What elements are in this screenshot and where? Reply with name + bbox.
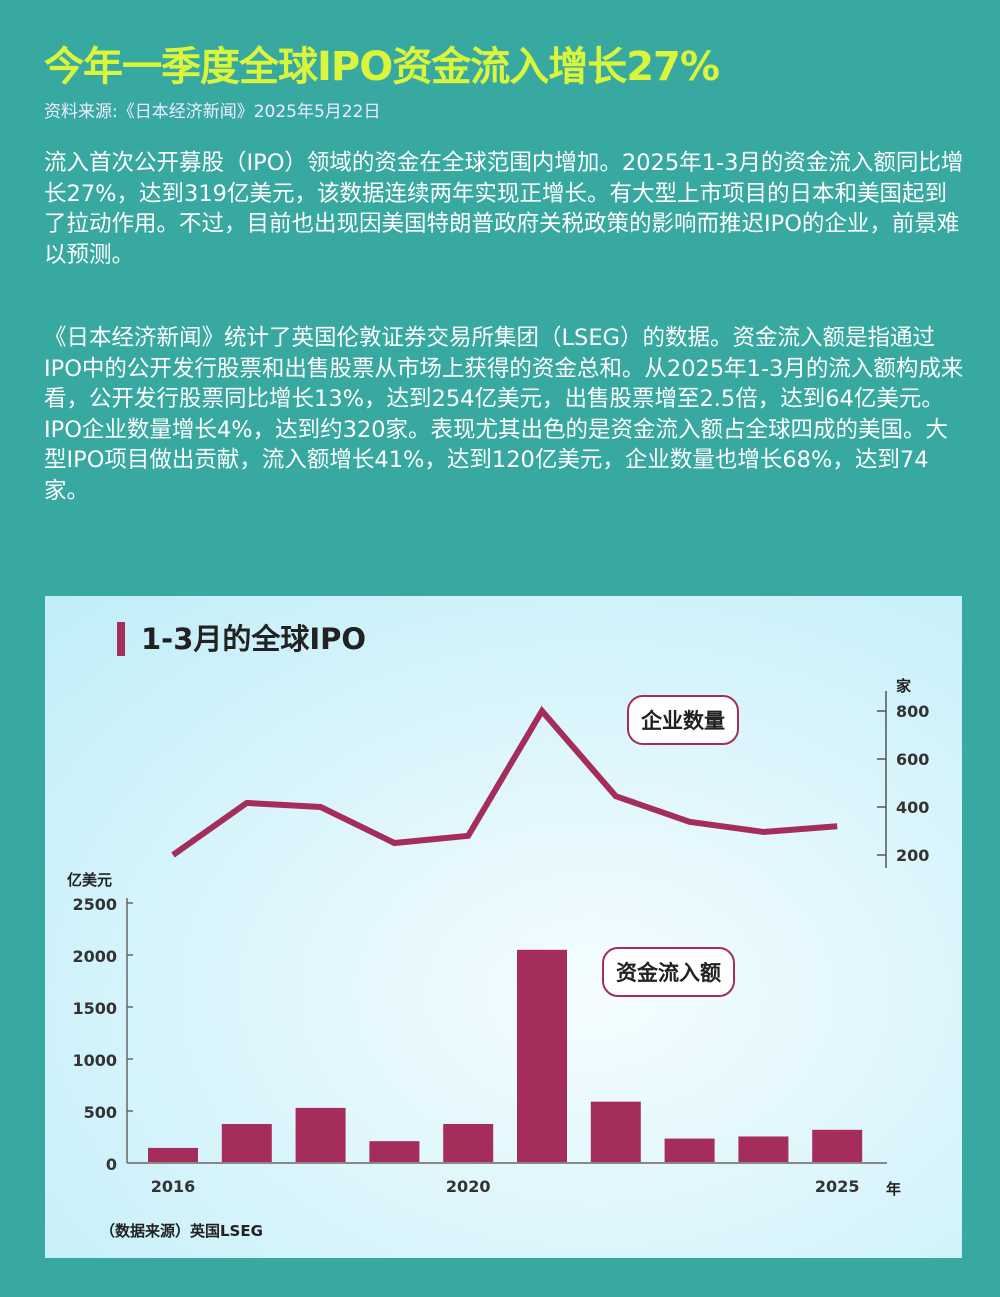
x-axis-tick-label: 2020 xyxy=(446,1177,491,1196)
right-axis-tick-label: 200 xyxy=(896,846,929,865)
line-series-label: 企业数量 xyxy=(627,695,739,745)
bar xyxy=(221,1124,272,1163)
page-title: 今年一季度全球IPO资金流入增长27% xyxy=(44,44,720,90)
source-line: 资料来源:《日本经济新闻》2025年5月22日 xyxy=(44,102,381,122)
x-axis-tick-label: 2025 xyxy=(815,1177,860,1196)
bar-series-label: 资金流入额 xyxy=(602,947,735,997)
bar xyxy=(590,1101,641,1163)
data-source-note: （数据来源）英国LSEG xyxy=(100,1222,263,1240)
x-axis-unit: 年 xyxy=(886,1180,902,1198)
bar xyxy=(148,1147,198,1163)
right-axis-unit: 家 xyxy=(896,677,912,695)
left-axis-tick-label: 1000 xyxy=(72,1051,117,1070)
left-axis-tick-label: 1500 xyxy=(72,999,117,1018)
line-series xyxy=(171,705,838,858)
left-axis-tick-label: 2500 xyxy=(72,895,117,914)
right-axis-tick-label: 800 xyxy=(896,702,929,721)
chart-panel: 0 500 1000 1500 2000 2500 2016 2020 2025 200 400 60… xyxy=(45,596,962,1258)
bar xyxy=(812,1129,863,1163)
bar xyxy=(664,1138,715,1163)
left-axis-unit: 亿美元 xyxy=(67,871,113,889)
chart-title: 1-3月的全球IPO xyxy=(117,622,366,656)
bar xyxy=(295,1107,346,1163)
bar xyxy=(738,1136,789,1163)
bar xyxy=(517,949,567,1163)
right-axis-tick-label: 400 xyxy=(896,798,929,817)
left-axis-tick-label: 0 xyxy=(106,1155,117,1174)
bar xyxy=(369,1141,420,1163)
x-axis-tick-label: 2016 xyxy=(151,1177,196,1196)
bar xyxy=(443,1124,494,1163)
article-paragraph: 《日本经济新闻》统计了英国伦敦证券交易所集团（LSEG）的数据。资金流入额是指通… xyxy=(44,325,964,504)
left-axis-tick-label: 2000 xyxy=(72,947,117,966)
chart-svg: 0 500 1000 1500 2000 2500 2016 2020 2025 200 400 60… xyxy=(72,691,929,1196)
left-axis-tick-label: 500 xyxy=(84,1103,117,1122)
right-axis-tick-label: 600 xyxy=(896,750,929,769)
article-paragraph: 流入首次公开募股（IPO）领域的资金在全球范围内增加。2025年1-3月的资金流… xyxy=(44,150,964,268)
